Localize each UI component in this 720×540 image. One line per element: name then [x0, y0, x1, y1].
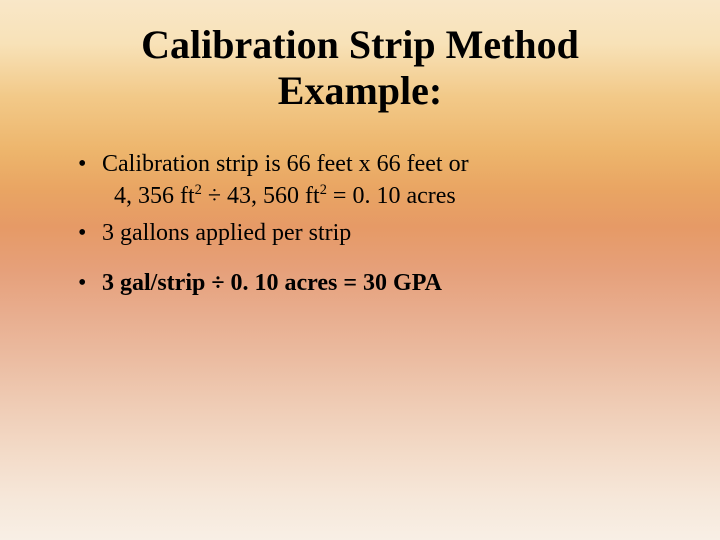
- bullet-3-text: 3 gal/strip ÷ 0. 10 acres = 30 GPA: [102, 270, 442, 296]
- bullet-list: Calibration strip is 66 feet x 66 feet o…: [50, 148, 670, 300]
- sup-2-a: 2: [195, 182, 202, 198]
- title-line-2: Example:: [278, 68, 442, 113]
- b1l2-part-b: ÷ 43, 560 ft: [202, 183, 320, 209]
- bullet-3: 3 gal/strip ÷ 0. 10 acres = 30 GPA: [78, 267, 670, 299]
- bullet-gap: [78, 253, 670, 267]
- bullet-1: Calibration strip is 66 feet x 66 feet o…: [78, 148, 670, 213]
- bullet-2-text: 3 gallons applied per strip: [102, 220, 351, 246]
- sup-2-b: 2: [320, 182, 327, 198]
- slide-title: Calibration Strip Method Example:: [50, 22, 670, 114]
- title-line-1: Calibration Strip Method: [141, 22, 579, 67]
- b1l2-part-c: = 0. 10 acres: [327, 183, 456, 209]
- bullet-1-line-2: 4, 356 ft2 ÷ 43, 560 ft2 = 0. 10 acres: [102, 180, 670, 212]
- bullet-2: 3 gallons applied per strip: [78, 217, 670, 249]
- b1l2-part-a: 4, 356 ft: [114, 183, 195, 209]
- slide: Calibration Strip Method Example: Calibr…: [0, 0, 720, 540]
- bullet-1-line-1: Calibration strip is 66 feet x 66 feet o…: [102, 151, 469, 177]
